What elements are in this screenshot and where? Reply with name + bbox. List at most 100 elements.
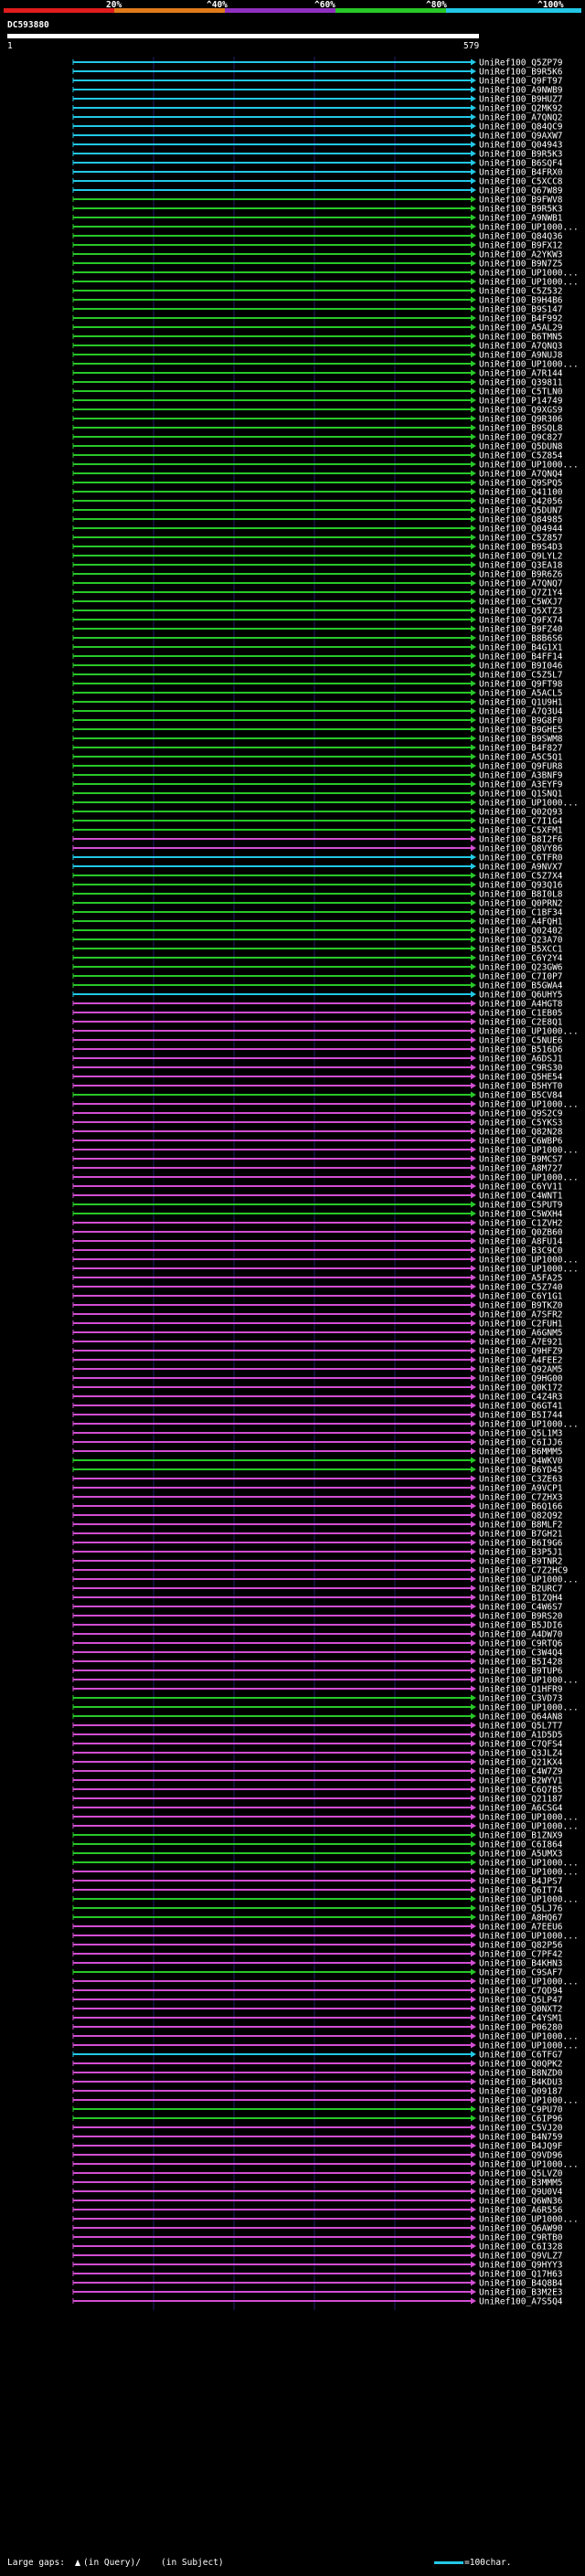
hit-row[interactable]: UniRef100_B5GWA4 xyxy=(72,981,563,991)
hit-row[interactable]: UniRef100_B4FF14 xyxy=(72,652,563,663)
hit-label[interactable]: UniRef100_C6Y1G1 xyxy=(479,1292,563,1302)
hit-row[interactable]: UniRef100_A9NWB1 xyxy=(72,214,563,224)
hit-label[interactable]: UniRef100_B9FZ40 xyxy=(479,625,563,635)
hit-row[interactable]: UniRef100_Q5ZP79 xyxy=(72,58,563,69)
hit-label[interactable]: UniRef100_Q9AXW7 xyxy=(479,132,563,142)
hit-row[interactable]: UniRef100_Q9S2C9 xyxy=(72,1109,563,1119)
hit-row[interactable]: UniRef100_Q6IT74 xyxy=(72,1886,563,1896)
hit-row[interactable]: UniRef100_B9R5K6 xyxy=(72,68,563,78)
hit-label[interactable]: UniRef100_Q04944 xyxy=(479,525,563,535)
hit-row[interactable]: UniRef100_C3W4Q4 xyxy=(72,1648,563,1659)
hit-row[interactable]: UniRef100_Q09187 xyxy=(72,2087,563,2097)
hit-row[interactable]: UniRef100_Q42056 xyxy=(72,497,563,507)
hit-row[interactable]: UniRef100_A3BNF9 xyxy=(72,771,563,781)
hit-label[interactable]: UniRef100_UP1000... xyxy=(479,1575,579,1585)
hit-label[interactable]: UniRef100_A6CSG4 xyxy=(479,1804,563,1814)
hit-label[interactable]: UniRef100_C5Z532 xyxy=(479,287,563,297)
hit-row[interactable]: UniRef100_UP1000... xyxy=(72,2032,579,2042)
hit-label[interactable]: UniRef100_B8MLF2 xyxy=(479,1521,563,1531)
hit-label[interactable]: UniRef100_Q21KX4 xyxy=(479,1758,563,1768)
hit-row[interactable]: UniRef100_UP1000... xyxy=(72,1256,579,1266)
hit-label[interactable]: UniRef100_Q84Q36 xyxy=(479,232,563,242)
hit-label[interactable]: UniRef100_B9FX12 xyxy=(479,241,563,251)
hit-label[interactable]: UniRef100_Q04943 xyxy=(479,141,563,151)
hit-row[interactable]: UniRef100_C1ZVH2 xyxy=(72,1219,563,1229)
hit-row[interactable]: UniRef100_B9TUP6 xyxy=(72,1667,563,1677)
hit-row[interactable]: UniRef100_B9FX12 xyxy=(72,241,563,251)
hit-label[interactable]: UniRef100_Q93Q16 xyxy=(479,881,563,891)
hit-row[interactable]: UniRef100_C9RTQ6 xyxy=(72,1639,563,1649)
hit-row[interactable]: UniRef100_A6R556 xyxy=(72,2206,563,2216)
hit-label[interactable]: UniRef100_B9GHE5 xyxy=(479,726,563,736)
hit-label[interactable]: UniRef100_C9RTQ6 xyxy=(479,1639,563,1649)
hit-row[interactable]: UniRef100_A9NWB9 xyxy=(72,86,563,96)
hit-row[interactable]: UniRef100_C1BF34 xyxy=(72,908,563,918)
hit-label[interactable]: UniRef100_UP1000... xyxy=(479,223,579,233)
hit-row[interactable]: UniRef100_A2YKW3 xyxy=(72,250,563,260)
hit-row[interactable]: UniRef100_Q84985 xyxy=(72,515,563,525)
hit-label[interactable]: UniRef100_C7QFS4 xyxy=(479,1740,563,1750)
hit-label[interactable]: UniRef100_P06280 xyxy=(479,2023,563,2033)
hit-label[interactable]: UniRef100_UP1000... xyxy=(479,2032,579,2042)
hit-label[interactable]: UniRef100_B9TKZ0 xyxy=(479,1301,563,1311)
hit-row[interactable]: UniRef100_UP1000... xyxy=(72,1027,579,1037)
hit-row[interactable]: UniRef100_C6Y1G1 xyxy=(72,1292,563,1302)
hit-label[interactable]: UniRef100_Q9SPQ5 xyxy=(479,479,563,489)
hit-row[interactable]: UniRef100_C4YSM1 xyxy=(72,2014,563,2024)
hit-label[interactable]: UniRef100_Q5LP47 xyxy=(479,1996,563,2006)
hit-label[interactable]: UniRef100_A7QNQ4 xyxy=(479,470,563,480)
hit-label[interactable]: UniRef100_B7GH21 xyxy=(479,1530,563,1540)
hit-row[interactable]: UniRef100_B5JDI6 xyxy=(72,1621,563,1631)
hit-row[interactable]: UniRef100_B4JQ9F xyxy=(72,2142,563,2152)
hit-row[interactable]: UniRef100_Q9LYL2 xyxy=(72,552,563,562)
hit-label[interactable]: UniRef100_B4F827 xyxy=(479,744,563,754)
hit-label[interactable]: UniRef100_Q17H63 xyxy=(479,2270,563,2280)
hit-label[interactable]: UniRef100_Q6IT74 xyxy=(479,1886,563,1896)
hit-label[interactable]: UniRef100_B9RS20 xyxy=(479,1612,563,1622)
hit-label[interactable]: UniRef100_Q5L7T7 xyxy=(479,1722,563,1732)
hit-row[interactable]: UniRef100_A4HGT8 xyxy=(72,1000,563,1010)
hit-label[interactable]: UniRef100_Q6GT41 xyxy=(479,1402,563,1412)
hit-label[interactable]: UniRef100_Q9HYY3 xyxy=(479,2261,563,2271)
hit-label[interactable]: UniRef100_A6R556 xyxy=(479,2206,563,2216)
hit-label[interactable]: UniRef100_A5ACL5 xyxy=(479,689,563,699)
hit-row[interactable]: UniRef100_P14749 xyxy=(72,397,563,407)
hit-row[interactable]: UniRef100_C4W6S7 xyxy=(72,1603,563,1613)
hit-label[interactable]: UniRef100_UP1000... xyxy=(479,278,579,288)
hit-row[interactable]: UniRef100_Q02402 xyxy=(72,927,563,937)
hit-row[interactable]: UniRef100_B9R6Z6 xyxy=(72,570,563,580)
hit-label[interactable]: UniRef100_C5YKS3 xyxy=(479,1118,563,1129)
hit-row[interactable]: UniRef100_A6CSG4 xyxy=(72,1804,563,1814)
hit-row[interactable]: UniRef100_Q5DUN7 xyxy=(72,506,563,516)
hit-row[interactable]: UniRef100_C5WXH4 xyxy=(72,1210,563,1220)
hit-label[interactable]: UniRef100_UP1000... xyxy=(479,2160,579,2170)
hit-label[interactable]: UniRef100_UP1000... xyxy=(479,1895,579,1905)
hit-label[interactable]: UniRef100_B4KDU3 xyxy=(479,2078,563,2088)
hit-label[interactable]: UniRef100_C5Z854 xyxy=(479,451,563,461)
hit-label[interactable]: UniRef100_A7E921 xyxy=(479,1338,563,1348)
hit-label[interactable]: UniRef100_B9R5K3 xyxy=(479,150,563,160)
hit-row[interactable]: UniRef100_C9SAF7 xyxy=(72,1968,563,1978)
hit-row[interactable]: UniRef100_Q6GT41 xyxy=(72,1402,563,1412)
hit-label[interactable]: UniRef100_C9RS30 xyxy=(479,1064,563,1074)
hit-label[interactable]: UniRef100_C7I0P7 xyxy=(479,972,563,982)
hit-label[interactable]: UniRef100_Q6UHY5 xyxy=(479,991,563,1001)
hit-row[interactable]: UniRef100_UP1000... xyxy=(72,1575,579,1585)
hit-label[interactable]: UniRef100_Q5HE54 xyxy=(479,1073,563,1083)
hit-label[interactable]: UniRef100_C6TFR0 xyxy=(479,853,563,864)
hit-label[interactable]: UniRef100_A8M727 xyxy=(479,1164,563,1174)
hit-label[interactable]: UniRef100_C4YSM1 xyxy=(479,2014,563,2024)
hit-label[interactable]: UniRef100_C5TLN0 xyxy=(479,387,563,398)
hit-label[interactable]: UniRef100_B9HUZ7 xyxy=(479,95,563,105)
hit-row[interactable]: UniRef100_Q2MK92 xyxy=(72,104,563,114)
hit-row[interactable]: UniRef100_Q9HYY3 xyxy=(72,2261,563,2271)
hit-label[interactable]: UniRef100_B9SQL8 xyxy=(479,424,563,434)
hit-row[interactable]: UniRef100_B516D6 xyxy=(72,1045,563,1055)
hit-label[interactable]: UniRef100_Q9FT97 xyxy=(479,77,563,87)
hit-label[interactable]: UniRef100_Q0NXT2 xyxy=(479,2005,563,2015)
hit-row[interactable]: UniRef100_Q21187 xyxy=(72,1795,563,1805)
hit-row[interactable]: UniRef100_B6I9G6 xyxy=(72,1539,563,1549)
hit-label[interactable]: UniRef100_B9FWV8 xyxy=(479,196,563,206)
hit-label[interactable]: UniRef100_C6Y2Y4 xyxy=(479,954,563,964)
hit-label[interactable]: UniRef100_A6DSJ1 xyxy=(479,1055,563,1065)
